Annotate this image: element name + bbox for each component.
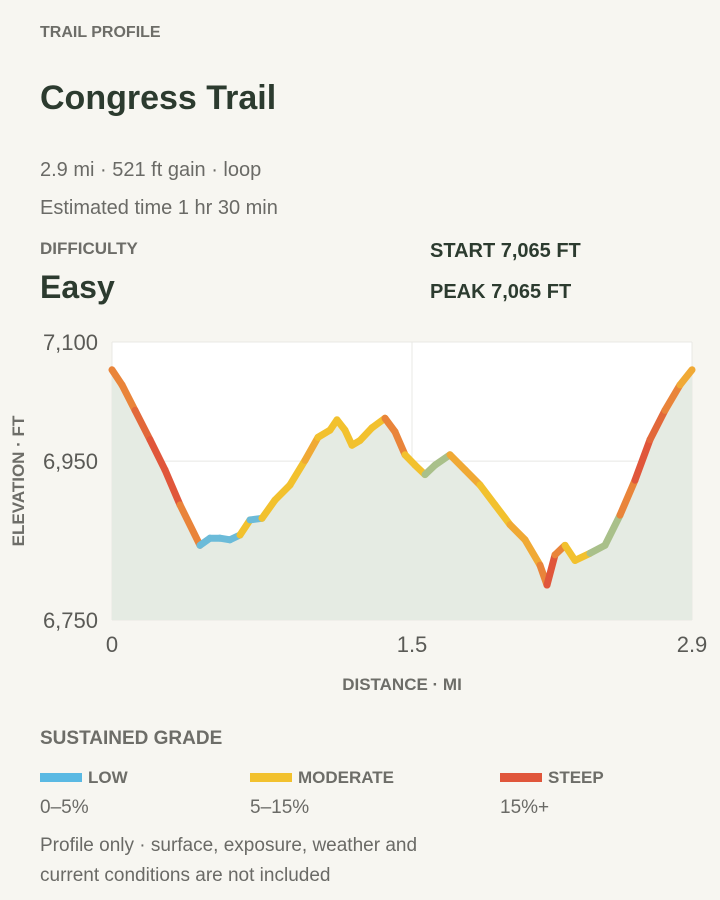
elevation-segment [286,456,309,489]
legend-title: SUSTAINED GRADE [40,728,222,749]
legend-range: 5–15% [250,797,309,818]
elevation-segment [521,536,544,569]
legend-range: 0–5% [40,797,89,818]
elevation-segment [271,481,294,504]
elevation-segment [676,366,696,389]
elevation-segment [491,501,514,529]
y-tick-label: 6,750 [43,608,98,633]
legend-swatch [500,773,542,782]
footnote-line: current conditions are not included [40,865,330,886]
elevation-area [112,369,692,620]
elevation-segment [616,476,639,519]
elevation-segment [161,466,184,509]
elevation-segment [461,466,484,489]
x-tick-label: 2.9 [677,632,708,657]
x-axis-label: DISTANCE · MI [342,675,462,694]
elevation-segment [131,406,154,444]
footnote-line: Profile only · surface, exposure, weathe… [40,835,417,856]
eyebrow: TRAIL PROFILE [40,24,161,41]
elevation-segment [118,381,139,414]
elevation-segment [176,501,204,549]
y-tick-label: 7,100 [43,330,98,355]
elevation-segment [391,428,409,459]
elevation-segment [446,451,469,474]
peak-elevation: PEAK 7,065 FT [430,281,571,303]
trail-title: Congress Trail [40,79,276,117]
legend-range: 15%+ [500,797,549,818]
legend-swatch [40,773,82,782]
elevation-segment [476,481,499,509]
legend-swatch [250,773,292,782]
elevation-segment [506,521,529,544]
estimated-time: Estimated time 1 hr 30 min [40,197,278,219]
elevation-segment [301,433,322,464]
elevation-segment [661,381,684,414]
difficulty-label: DIFFICULTY [40,239,139,258]
elevation-segment [631,436,654,484]
elevation-segment [646,406,669,444]
start-elevation: START 7,065 FT [430,240,581,262]
x-tick-label: 1.5 [397,632,428,657]
y-tick-label: 6,950 [43,449,98,474]
difficulty: Easy [40,269,115,305]
legend-name: LOW [88,768,129,787]
trail-summary: 2.9 mi · 521 ft gain · loop [40,159,261,181]
elevation-segment [146,436,169,474]
y-axis-label: ELEVATION · FT [9,415,28,546]
legend-name: STEEP [548,768,604,787]
elevation-segment [601,511,624,549]
elevation-segment [258,496,279,522]
elevation-segment [543,551,559,589]
legend-name: MODERATE [298,768,394,787]
x-tick-label: 0 [106,632,118,657]
